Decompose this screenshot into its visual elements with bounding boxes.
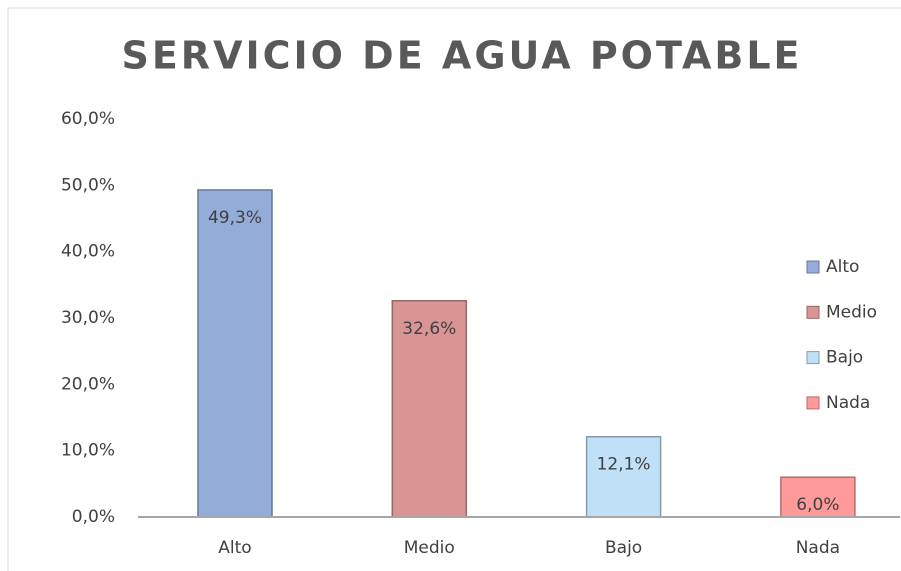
bar (780, 476, 856, 518)
y-tick-label: 50,0% (61, 175, 115, 195)
y-tick-label: 40,0% (61, 242, 115, 262)
legend-swatch (806, 260, 820, 274)
x-tick-label: Bajo (605, 538, 642, 558)
legend-label: Medio (826, 302, 877, 322)
legend-label: Alto (826, 257, 859, 277)
value-label: 32,6% (402, 319, 456, 339)
y-tick-label: 60,0% (61, 109, 115, 129)
legend-label: Nada (826, 393, 870, 413)
legend-swatch (806, 305, 820, 319)
x-tick-label: Medio (404, 538, 455, 558)
bar (391, 300, 468, 518)
legend-swatch (806, 351, 820, 365)
chart-title: SERVICIO DE AGUA POTABLE (121, 34, 802, 78)
x-tick-label: Nada (796, 538, 840, 558)
legend-swatch (806, 396, 820, 410)
legend-label: Bajo (826, 348, 863, 368)
bar (585, 435, 662, 518)
y-tick-label: 10,0% (61, 441, 115, 461)
value-label: 49,3% (208, 208, 262, 228)
y-tick-label: 0,0% (72, 507, 115, 527)
y-tick-label: 30,0% (61, 308, 115, 328)
y-tick-label: 20,0% (61, 374, 115, 394)
value-label: 6,0% (796, 495, 839, 515)
bar (197, 189, 273, 518)
x-tick-label: Alto (218, 538, 251, 558)
value-label: 12,1% (597, 455, 651, 475)
